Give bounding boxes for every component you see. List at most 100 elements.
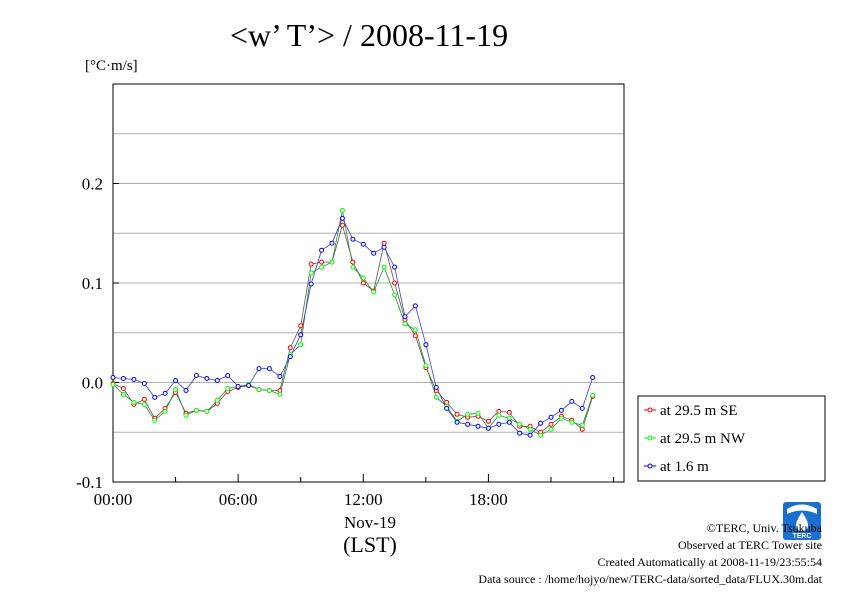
data-point	[120, 376, 126, 381]
data-point	[402, 314, 408, 320]
data-point	[287, 345, 293, 351]
data-point	[277, 374, 283, 379]
data-point	[412, 333, 418, 339]
chart-title: <w’ T’> / 2008-11-19	[230, 17, 508, 53]
data-source-text: Data source : /home/hojyo/new/TERC-data/…	[478, 572, 822, 586]
data-point	[339, 215, 345, 221]
data-point	[527, 432, 533, 438]
data-point	[590, 392, 596, 398]
data-point	[433, 385, 439, 390]
data-point	[193, 373, 199, 378]
data-point	[298, 342, 304, 348]
data-point	[225, 373, 231, 378]
data-point	[308, 261, 314, 267]
data-point	[402, 321, 408, 327]
data-point	[266, 388, 272, 393]
data-point	[579, 422, 585, 428]
data-point	[339, 222, 345, 228]
data-point	[371, 250, 377, 256]
data-point	[392, 292, 398, 298]
data-point	[350, 236, 356, 242]
data-point	[350, 259, 356, 265]
data-point	[517, 421, 523, 427]
data-point	[152, 394, 158, 400]
data-point	[506, 419, 512, 425]
data-point	[246, 383, 252, 388]
legend-marker	[647, 407, 653, 413]
data-point	[308, 281, 314, 287]
y-tick-label: 0.0	[82, 374, 103, 393]
observed-text: Observed at TERC Tower site	[677, 538, 822, 552]
data-point	[152, 417, 158, 423]
x-tick-label: 18:00	[469, 490, 508, 509]
data-point	[204, 376, 210, 381]
data-point	[266, 366, 272, 372]
data-point	[538, 432, 544, 438]
x-tick-label: 06:00	[219, 490, 258, 509]
data-point	[162, 390, 168, 396]
data-point	[298, 332, 304, 338]
data-point	[120, 391, 126, 397]
data-point	[579, 426, 585, 432]
data-point	[214, 397, 220, 403]
data-point	[558, 415, 564, 421]
y-tick-label: -0.1	[76, 473, 103, 492]
data-point	[590, 375, 596, 380]
data-point	[381, 264, 387, 270]
legend-label: at 1.6 m	[660, 459, 709, 475]
legend-marker	[647, 435, 653, 441]
data-point	[360, 241, 366, 247]
data-point	[444, 399, 450, 405]
unit-label: [°C·m/s]	[85, 58, 138, 74]
data-point	[319, 259, 325, 265]
series-line	[112, 210, 594, 436]
data-point	[225, 386, 231, 391]
data-point	[506, 415, 512, 421]
data-point	[465, 411, 471, 417]
data-point	[454, 419, 460, 425]
data-point	[110, 382, 116, 387]
data-point	[131, 399, 137, 405]
data-point	[162, 408, 168, 414]
series-line	[112, 217, 594, 436]
legend: at 29.5 m SE at 29.5 m NW at 1.6 m	[637, 395, 826, 482]
data-point	[141, 401, 147, 407]
y-axis: -0.1 0.0 0.1 0.2	[76, 175, 119, 492]
data-point	[558, 407, 564, 413]
data-point	[360, 275, 366, 281]
y-tick-label: 0.1	[82, 274, 103, 293]
data-point	[465, 421, 471, 427]
data-point	[131, 377, 137, 382]
legend-box	[637, 395, 826, 482]
data-point	[485, 418, 491, 424]
data-point	[141, 396, 147, 402]
data-point	[371, 289, 377, 295]
data-point	[360, 280, 366, 286]
data-point	[193, 407, 199, 413]
data-point	[277, 391, 283, 397]
data-point	[423, 363, 429, 369]
data-point	[235, 384, 241, 389]
created-text: Created Automatically at 2008-11-19/23:5…	[597, 555, 822, 569]
data-point	[173, 378, 179, 383]
data-point	[308, 270, 314, 276]
data-point	[538, 420, 544, 426]
data-point	[319, 247, 325, 253]
data-point	[120, 386, 126, 391]
data-point	[454, 411, 460, 417]
data-point	[412, 327, 418, 333]
data-point	[433, 394, 439, 400]
data-point	[256, 387, 262, 392]
data-point	[527, 426, 533, 432]
data-point	[444, 405, 450, 411]
data-point	[110, 375, 116, 380]
data-point	[381, 240, 387, 246]
copyright-text: ©TERC, Univ. Tsukuba	[706, 521, 822, 535]
legend-label: at 29.5 m NW	[660, 431, 746, 447]
data-point	[392, 280, 398, 286]
data-point	[517, 430, 523, 436]
data-point	[329, 240, 335, 246]
svg-text:TERC: TERC	[792, 533, 811, 540]
series-layer	[110, 207, 596, 438]
